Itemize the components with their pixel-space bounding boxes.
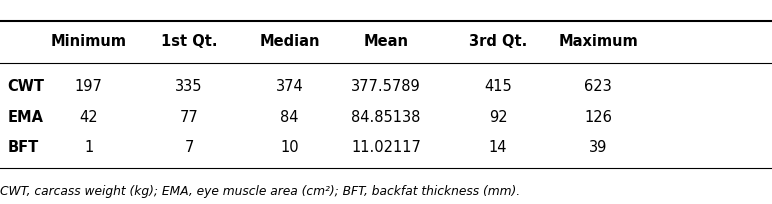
- Text: 1st Qt.: 1st Qt.: [161, 34, 218, 49]
- Text: 377.5789: 377.5789: [351, 79, 421, 94]
- Text: 1: 1: [84, 140, 93, 155]
- Text: 335: 335: [175, 79, 203, 94]
- Text: 42: 42: [80, 110, 98, 125]
- Text: 3rd Qt.: 3rd Qt.: [469, 34, 527, 49]
- Text: 11.02117: 11.02117: [351, 140, 421, 155]
- Text: 7: 7: [185, 140, 194, 155]
- Text: 415: 415: [484, 79, 512, 94]
- Text: 84.85138: 84.85138: [351, 110, 421, 125]
- Text: Minimum: Minimum: [51, 34, 127, 49]
- Text: 623: 623: [584, 79, 612, 94]
- Text: 197: 197: [75, 79, 103, 94]
- Text: CWT, carcass weight (kg); EMA, eye muscle area (cm²); BFT, backfat thickness (mm: CWT, carcass weight (kg); EMA, eye muscl…: [0, 185, 520, 198]
- Text: EMA: EMA: [8, 110, 44, 125]
- Text: BFT: BFT: [8, 140, 39, 155]
- Text: CWT: CWT: [8, 79, 45, 94]
- Text: 126: 126: [584, 110, 612, 125]
- Text: Maximum: Maximum: [558, 34, 638, 49]
- Text: Mean: Mean: [364, 34, 408, 49]
- Text: 14: 14: [489, 140, 507, 155]
- Text: 84: 84: [280, 110, 299, 125]
- Text: 92: 92: [489, 110, 507, 125]
- Text: Median: Median: [259, 34, 320, 49]
- Text: 374: 374: [276, 79, 303, 94]
- Text: 10: 10: [280, 140, 299, 155]
- Text: 77: 77: [180, 110, 198, 125]
- Text: 39: 39: [589, 140, 608, 155]
